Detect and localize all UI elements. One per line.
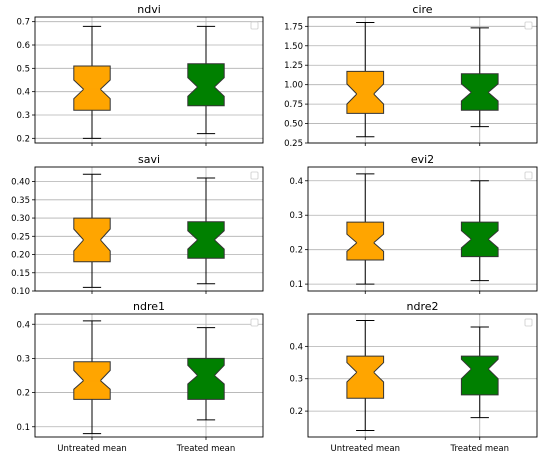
legend-box <box>250 318 259 327</box>
y-tick-label: 0.2 <box>16 389 30 399</box>
y-tick-label: 0.25 <box>11 232 30 242</box>
y-tick-label: 0.40 <box>11 178 30 188</box>
subplot-cire: cire 0.25 0.50 0.75 1.00 1.25 1.50 1.75 <box>284 3 538 149</box>
y-tick-label: 0.4 <box>289 177 303 187</box>
subplot-title: ndre2 <box>406 300 438 313</box>
y-tick-label: 0.20 <box>11 251 30 261</box>
legend-box <box>524 171 533 180</box>
axes-frame <box>307 16 538 144</box>
y-tick-label: 0.3 <box>289 375 303 385</box>
subplot-savi: savi 0.10 0.15 0.20 0.25 0.30 0.35 0.40 <box>11 153 264 297</box>
box-treated <box>187 357 225 400</box>
legend-box <box>250 21 259 30</box>
x-tick-label: Treated mean <box>176 444 235 454</box>
y-tick-label: 0.10 <box>11 287 30 297</box>
y-tick-label: 0.25 <box>284 139 303 149</box>
y-tick-label: 0.15 <box>11 269 30 279</box>
x-tick-label: Untreated mean <box>57 444 126 454</box>
axes-frame <box>307 166 538 292</box>
box-untreated <box>73 65 111 111</box>
y-tick-label: 0.7 <box>16 18 30 28</box>
y-tick-label: 1.75 <box>284 22 303 32</box>
y-tick-label: 0.30 <box>11 214 30 224</box>
box-treated <box>187 63 225 107</box>
subplot-title: ndvi <box>137 3 161 16</box>
subplot-title: savi <box>138 153 160 166</box>
box-treated <box>460 355 499 396</box>
subplot-ndre1: ndre1 0.1 0.2 0.3 0.4 Untreated mean Treated m… <box>16 300 264 454</box>
y-tick-label: 1.00 <box>284 81 303 91</box>
axes-frame <box>34 313 264 438</box>
axes-frame <box>34 16 264 144</box>
y-tick-label: 0.4 <box>16 88 30 98</box>
x-tick-label: Treated mean <box>450 444 509 454</box>
subplot-ndre2: ndre2 0.2 0.3 0.4 Untreated mean Treated mean <box>289 300 538 454</box>
y-tick-label: 0.1 <box>16 423 30 433</box>
y-tick-label: 0.2 <box>16 134 30 144</box>
y-tick-label: 1.50 <box>284 42 303 52</box>
box-untreated <box>346 221 385 261</box>
legend-box <box>250 171 259 180</box>
x-tick-label: Untreated mean <box>331 444 400 454</box>
y-tick-label: 0.50 <box>284 120 303 130</box>
y-tick-label: 1.25 <box>284 61 303 71</box>
y-tick-label: 0.5 <box>16 64 30 74</box>
y-tick-label: 0.1 <box>289 280 303 290</box>
y-tick-label: 0.3 <box>16 111 30 121</box>
y-tick-label: 0.4 <box>289 342 303 352</box>
box-untreated <box>346 70 385 114</box>
subplot-title: ndre1 <box>133 300 165 313</box>
y-tick-label: 0.35 <box>11 196 30 206</box>
subplot-evi2: evi2 0.1 0.2 0.3 0.4 <box>289 153 538 294</box>
y-tick-label: 0.3 <box>289 211 303 221</box>
subplot-title: evi2 <box>411 153 434 166</box>
y-tick-label: 0.2 <box>289 246 303 256</box>
box-untreated <box>346 355 385 399</box>
legend-box <box>524 21 533 30</box>
subplot-ndvi: ndvi 0.2 0.3 0.4 0.5 0.6 0.7 <box>16 3 264 146</box>
y-tick-label: 0.2 <box>289 407 303 417</box>
legend-box <box>524 318 533 327</box>
axes-frame <box>34 166 264 292</box>
subplot-title: cire <box>412 3 432 16</box>
y-tick-label: 0.4 <box>16 320 30 330</box>
y-tick-label: 0.75 <box>284 100 303 110</box>
y-tick-label: 0.3 <box>16 354 30 364</box>
y-tick-label: 0.6 <box>16 41 30 51</box>
axes-frame <box>307 313 538 438</box>
